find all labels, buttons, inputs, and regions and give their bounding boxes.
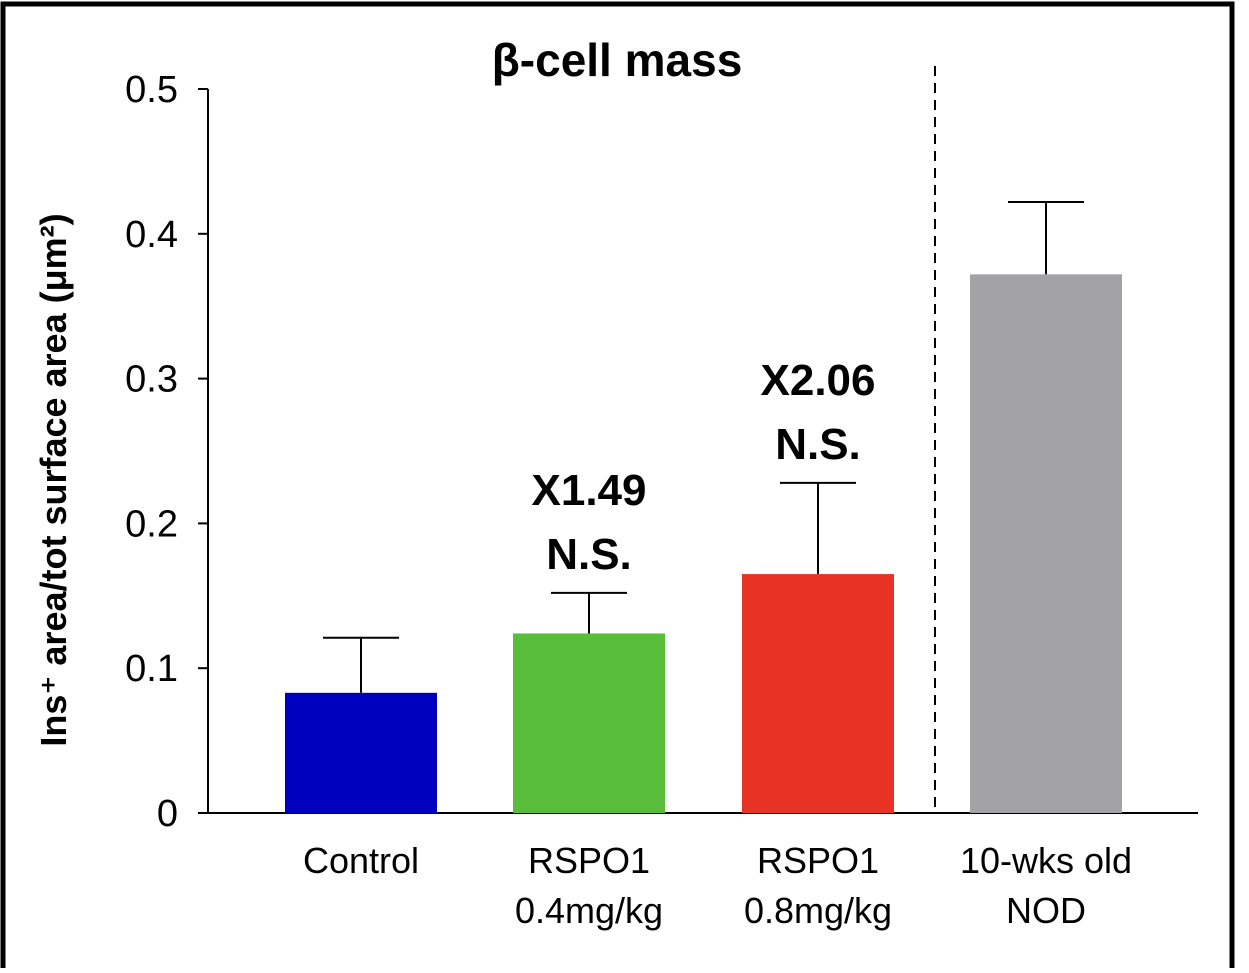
- x-category-label-rspo1-04: 0.4mg/kg: [515, 890, 663, 931]
- y-tick-label: 0: [157, 793, 178, 835]
- bar-annotation-rspo1-04: N.S.: [546, 530, 632, 579]
- bar-rspo1-08: [742, 574, 894, 813]
- bar-annotation-rspo1-08: X2.06: [761, 356, 876, 405]
- bar-rspo1-04: [513, 633, 665, 813]
- x-category-label-rspo1-04: RSPO1: [528, 840, 650, 881]
- x-category-label-rspo1-08: 0.8mg/kg: [744, 890, 892, 931]
- x-category-label-nod-10wks: NOD: [1006, 890, 1086, 931]
- bar-annotation-rspo1-04: X1.49: [532, 466, 647, 515]
- chart-title: β-cell mass: [492, 34, 743, 86]
- y-axis-label: Ins⁺ area/tot surface area (μm²): [33, 213, 74, 746]
- y-tick-label: 0.5: [125, 69, 178, 111]
- x-category-label-nod-10wks: 10-wks old: [960, 840, 1132, 881]
- x-category-label-control: Control: [303, 840, 419, 881]
- chart-marks: Control X1.49 N.S. RSPO1 0.4mg/kg X2.06 N.S. RS…: [285, 200, 1132, 931]
- y-tick-label: 0.2: [125, 503, 178, 545]
- y-tick-label: 0.4: [125, 214, 178, 256]
- bar-annotation-rspo1-08: N.S.: [775, 420, 861, 469]
- y-tick-label: 0.3: [125, 359, 178, 401]
- y-tick-label: 0.1: [125, 648, 178, 690]
- bar-control: [285, 692, 437, 813]
- bar-nod-10wks: [970, 274, 1122, 813]
- x-category-label-rspo1-08: RSPO1: [757, 840, 879, 881]
